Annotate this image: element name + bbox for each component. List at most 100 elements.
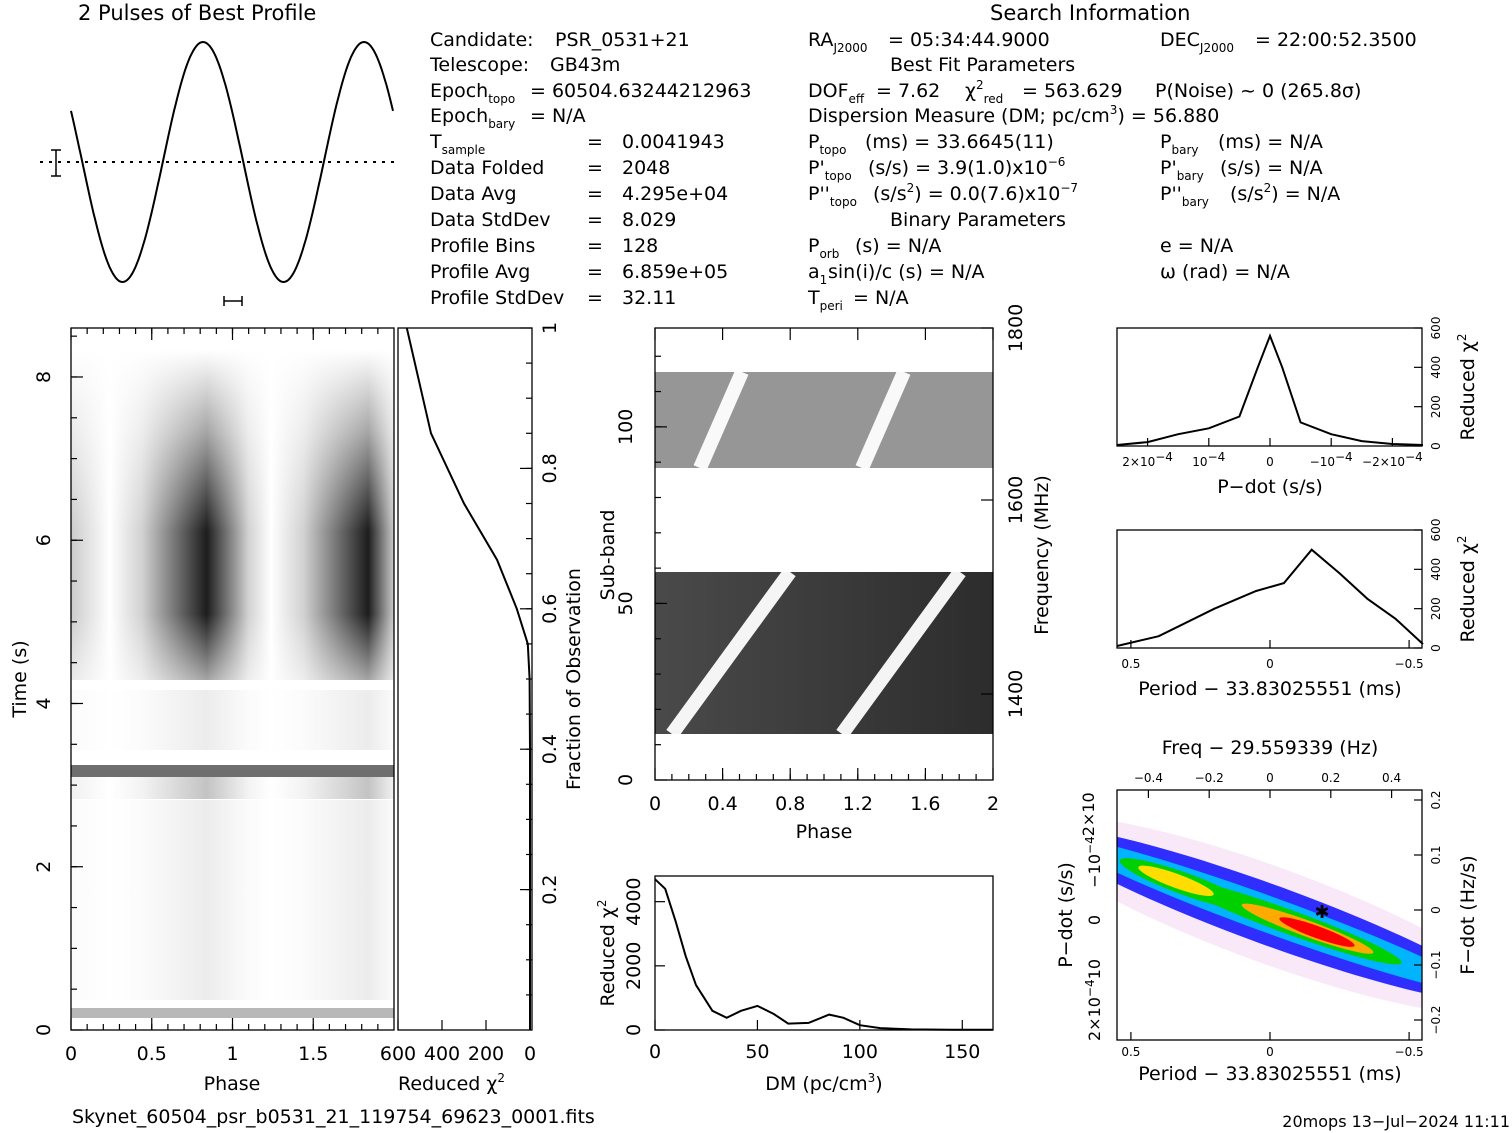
x-tick-label: 0 <box>524 1043 536 1065</box>
y-tick-label: 600 <box>1429 317 1443 340</box>
x-tick-label: 0 <box>1266 455 1274 469</box>
period-xticks: 0.5 0 −0.5 <box>1121 640 1424 671</box>
time-phase-ylabel: Time (s) <box>9 640 31 718</box>
y-tick-label: 0 <box>623 1024 645 1036</box>
top-tick-label: −0.2 <box>1195 771 1224 785</box>
time-chi2-frame <box>397 327 533 1031</box>
eq-sign: = <box>587 261 603 283</box>
y-tick-label: 200 <box>1429 395 1443 418</box>
pddot-topo-label: P''topo <box>808 183 857 209</box>
eq-sign: = <box>587 235 603 257</box>
svg-text:2×10−410: 2×10−410 <box>1083 959 1104 1041</box>
y-tick-label: 1800 <box>1005 304 1027 352</box>
dm-xticks: 0 50 100 150 <box>649 1020 980 1063</box>
tperi-label: Tperi <box>807 287 843 313</box>
candidate-value: PSR_0531+21 <box>555 29 690 51</box>
dm-curve <box>654 878 994 1031</box>
y-tick-label: 8 <box>33 371 55 383</box>
telescope-value: GB43m <box>550 54 620 76</box>
telescope-label: Telescope: <box>429 54 529 76</box>
x-tick-label: 1.2 <box>843 793 873 815</box>
ptopo-value: (ms) = 33.6645(11) <box>865 131 1054 153</box>
frequency-label: Frequency (MHz) <box>1031 475 1053 635</box>
period-xlabel: Period − 33.83025551 (ms) <box>1138 678 1401 700</box>
profile-avg-value: 6.859e+05 <box>622 261 728 283</box>
profile-plot <box>40 40 395 306</box>
y-tick-label: 0.4 <box>539 734 561 764</box>
pddot-bary-label: P''bary <box>1160 183 1209 209</box>
pdot-bary-label: P'bary <box>1160 157 1204 183</box>
x-tick-label: 1.5 <box>298 1043 328 1065</box>
right-tick-label: −0.1 <box>1429 950 1443 979</box>
p-pdot-left-ticks: 0 −10−42×10 2×10−410 <box>1079 792 1104 1041</box>
x-tick-label: −0.5 <box>1395 657 1424 671</box>
x-tick-label: 200 <box>468 1043 504 1065</box>
x-tick-label: 0.8 <box>775 793 805 815</box>
pdot-plot: 2×10−4 10−4 0 −10−4 −2×10−4 0 200 400 600 P−dot… <box>1116 317 1479 498</box>
period-ylabel: Reduced χ2 <box>1455 536 1479 643</box>
search-title: Search Information <box>990 1 1190 25</box>
asini-label: a1 <box>808 261 827 287</box>
fdot-label: F−dot (Hz/s) <box>1457 855 1479 974</box>
data-stddev-label: Data StdDev <box>430 209 551 231</box>
eq-sign: = <box>587 131 603 153</box>
x-tick-label: 10−4 <box>1192 450 1225 469</box>
x-tick-label: 0 <box>1266 657 1274 671</box>
best-fit-title: Best Fit Parameters <box>890 54 1075 76</box>
epoch-topo-label: Epochtopo <box>430 80 515 106</box>
right-tick-label: −0.2 <box>1429 1005 1443 1034</box>
y-tick-label: 0 <box>1429 644 1443 652</box>
profile-curve <box>70 40 394 284</box>
ra-value: = 05:34:44.9000 <box>888 29 1050 51</box>
y-tick-label: 0 <box>33 1024 55 1036</box>
x-tick-label: 400 <box>424 1043 460 1065</box>
best-fit-marker: ✱ <box>1314 902 1329 923</box>
right-tick-label: 0.1 <box>1429 845 1443 864</box>
x-tick-label: 0 <box>649 793 661 815</box>
x-tick-label: 2 <box>987 793 999 815</box>
footer-stamp: 20mops 13−Jul−2024 11:11 <box>1282 1112 1510 1131</box>
pulse-track <box>666 567 796 739</box>
pddot-topo-value: (s/s2) = 0.0(7.6)x10−7 <box>873 181 1078 205</box>
profile-avg-label: Profile Avg <box>430 261 530 283</box>
y-tick-label: 4 <box>33 697 55 709</box>
profile-error-bar <box>51 149 61 177</box>
y-tick-label: 0.6 <box>539 594 561 624</box>
time-chi2-xticks: 600 400 200 0 <box>380 1020 536 1065</box>
subband-xticks: 0 0.4 0.8 1.2 1.6 2 <box>649 328 999 815</box>
y-tick-label: 4000 <box>623 877 645 925</box>
x-tick-label: 0 <box>649 1041 661 1063</box>
time-chi2-right-ticks: 0.2 0.4 0.6 0.8 1 <box>520 322 561 996</box>
y-tick-label: 2 <box>33 861 55 873</box>
candidate-label: Candidate: <box>430 29 534 51</box>
dm-yticks: 0 2000 4000 <box>623 877 665 1036</box>
y-tick-label: 0 <box>615 774 637 786</box>
x-tick-label: 150 <box>944 1041 980 1063</box>
x-tick-label: 0 <box>1266 1045 1274 1059</box>
y-tick-label: 400 <box>1429 558 1443 581</box>
x-tick-label: 1 <box>226 1043 238 1065</box>
svg-text:0: 0 <box>1085 915 1104 925</box>
profile-bins-value: 128 <box>622 235 658 257</box>
y-tick-label: 0.8 <box>539 453 561 483</box>
pbary-value: (ms) = N/A <box>1218 131 1323 153</box>
p-pdot-right-ticks: 0.2 0.1 0 −0.1 −0.2 <box>1414 790 1443 1035</box>
subband-heatmap: 0 0.4 0.8 1.2 1.6 2 0 50 100 1400 1600 1800 Phase… <box>597 304 1053 843</box>
time-phase-xticks: 0 0.5 1 1.5 <box>65 328 379 1065</box>
subband-xlabel: Phase <box>796 821 853 843</box>
search-info: RAJ2000 = 05:34:44.9000 DECJ2000 = 22:00… <box>807 29 1417 313</box>
asini-value: sin(i)/c (s) = N/A <box>828 261 985 283</box>
data-folded-label: Data Folded <box>430 157 544 179</box>
x-tick-label: −10−4 <box>1310 450 1353 469</box>
pnoise: P(Noise) ~ 0 (265.8σ) <box>1155 80 1361 102</box>
x-tick-label: 0 <box>65 1043 77 1065</box>
time-phase-xlabel: Phase <box>204 1073 261 1095</box>
p-pdot-xticks: 0.5 0 −0.5 <box>1121 1032 1424 1059</box>
subband-pulse-tracks <box>666 369 966 739</box>
pdot-yticks: 0 200 400 600 <box>1414 317 1443 450</box>
pddot-bary-value: (s/s2) = N/A <box>1230 181 1340 205</box>
dof-label: DOFeff <box>808 80 865 106</box>
p-pdot-top-ticks: −0.4 −0.2 0 0.2 0.4 <box>1134 771 1401 798</box>
x-tick-label: 0.5 <box>137 1043 167 1065</box>
